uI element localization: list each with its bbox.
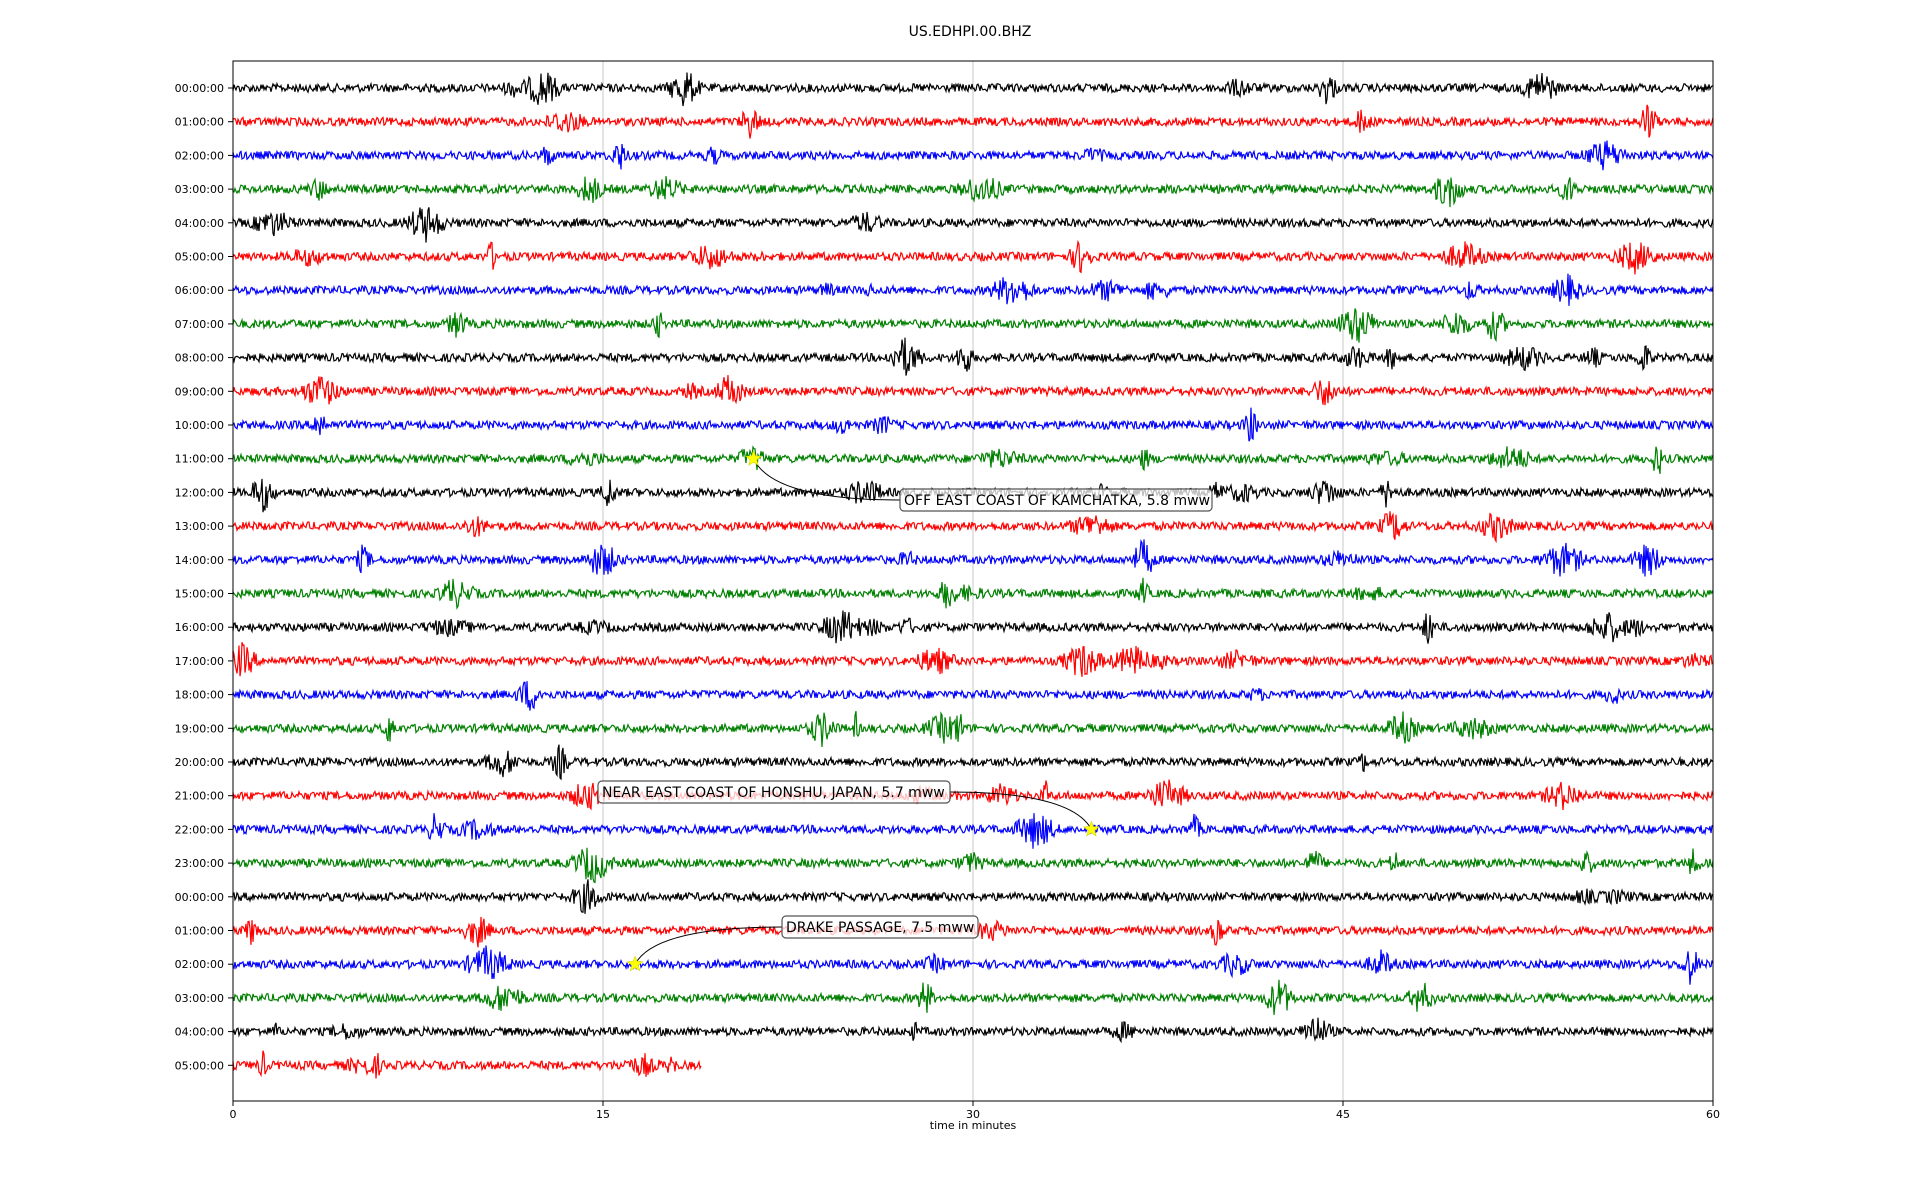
event-star-icon [1083,820,1100,837]
chart-title: US.EDHPI.00.BHZ [909,24,1032,40]
trace-row-24 [232,879,1714,914]
trace-row-26 [232,945,1714,985]
y-tick-label: 05:00:00 [175,1059,224,1072]
y-tick-label: 01:00:00 [175,925,224,938]
event-annotation-1: NEAR EAST COAST OF HONSHU, JAPAN, 5.7 mw… [597,780,1100,837]
y-tick-label: 09:00:00 [175,385,224,398]
trace-row-2 [232,140,1714,171]
event-connector [949,791,1092,830]
x-axis-label: time in minutes [930,1119,1017,1132]
trace-row-6 [232,273,1714,306]
y-tick-label: 22:00:00 [175,823,224,836]
y-tick-label: 02:00:00 [175,958,224,971]
trace-row-1 [232,104,1714,139]
trace-row-17 [232,642,1714,677]
event-label-box [597,780,951,804]
x-tick-labels: 0 15 30 45 60 [230,1101,1720,1121]
y-tick-label: 04:00:00 [175,217,224,230]
trace-row-11 [232,445,1714,474]
x-tick-label: 0 [230,1108,237,1121]
y-tick-label: 18:00:00 [175,689,224,702]
trace-row-10 [232,407,1714,442]
trace-row-21 [232,779,1714,811]
event-star-icon [626,955,644,972]
trace-row-15 [232,577,1714,610]
plot-frame [232,60,1714,1102]
event-connector [634,926,783,965]
event-connector [753,458,901,501]
y-tick-label: 21:00:00 [175,790,224,803]
y-tick-label: 07:00:00 [175,318,224,331]
trace-row-18 [232,681,1714,711]
y-tick-label: 14:00:00 [175,554,224,567]
x-tick-label: 15 [596,1108,610,1121]
event-annotation-2: DRAKE PASSAGE, 7.5 mww [626,915,979,972]
event-label: OFF EAST COAST OF KAMCHATKA, 5.8 mww [904,493,1210,509]
trace-row-7 [232,308,1714,343]
y-tick-label: 03:00:00 [175,183,224,196]
y-tick-label: 20:00:00 [175,756,224,769]
y-tick-label: 01:00:00 [175,116,224,129]
y-tick-label: 23:00:00 [175,857,224,870]
trace-row-14 [232,539,1714,577]
event-label: NEAR EAST COAST OF HONSHU, JAPAN, 5.7 mw… [602,785,945,801]
trace-row-28 [232,1017,1714,1044]
y-tick-label: 08:00:00 [175,352,224,365]
y-tick-label: 17:00:00 [175,655,224,668]
trace-row-16 [232,610,1714,644]
trace-row-13 [232,511,1714,544]
y-tick-labels: 00:00:00 01:00:00 02:00:00 03:00:00 04:00:00… [175,82,233,1072]
y-tick-label: 00:00:00 [175,891,224,904]
y-tick-label: 03:00:00 [175,992,224,1005]
y-tick-label: 13:00:00 [175,520,224,533]
trace-row-0 [232,72,1714,107]
x-tick-label: 45 [1336,1108,1350,1121]
event-label-box [781,915,979,939]
trace-row-23 [232,847,1714,884]
event-annotations: OFF EAST COAST OF KAMCHATKA, 5.8 mww NEAR… [597,449,1213,972]
event-annotation-0: OFF EAST COAST OF KAMCHATKA, 5.8 mww [745,449,1213,512]
y-tick-label: 15:00:00 [175,588,224,601]
grid-lines [602,61,1344,1101]
trace-row-20 [232,744,1714,781]
trace-row-4 [232,207,1714,243]
y-tick-label: 06:00:00 [175,284,224,297]
y-tick-label: 11:00:00 [175,453,224,466]
event-star-icon [745,449,762,466]
x-tick-label: 60 [1706,1108,1720,1121]
event-label-box [899,488,1213,512]
trace-layer [232,72,1714,1079]
trace-row-8 [232,337,1714,376]
y-tick-label: 16:00:00 [175,621,224,634]
trace-row-5 [232,239,1714,275]
y-tick-label: 19:00:00 [175,722,224,735]
y-tick-label: 02:00:00 [175,149,224,162]
trace-row-29 [232,1050,702,1079]
y-tick-label: 00:00:00 [175,82,224,95]
trace-row-3 [232,176,1714,208]
trace-row-22 [232,813,1714,849]
y-tick-label: 12:00:00 [175,486,224,499]
y-tick-label: 04:00:00 [175,1026,224,1039]
y-tick-label: 10:00:00 [175,419,224,432]
trace-row-9 [232,375,1714,406]
x-tick-label: 30 [966,1108,980,1121]
y-tick-label: 05:00:00 [175,251,224,264]
trace-row-27 [232,979,1714,1015]
event-label: DRAKE PASSAGE, 7.5 mww [786,920,974,936]
trace-row-19 [232,711,1714,748]
